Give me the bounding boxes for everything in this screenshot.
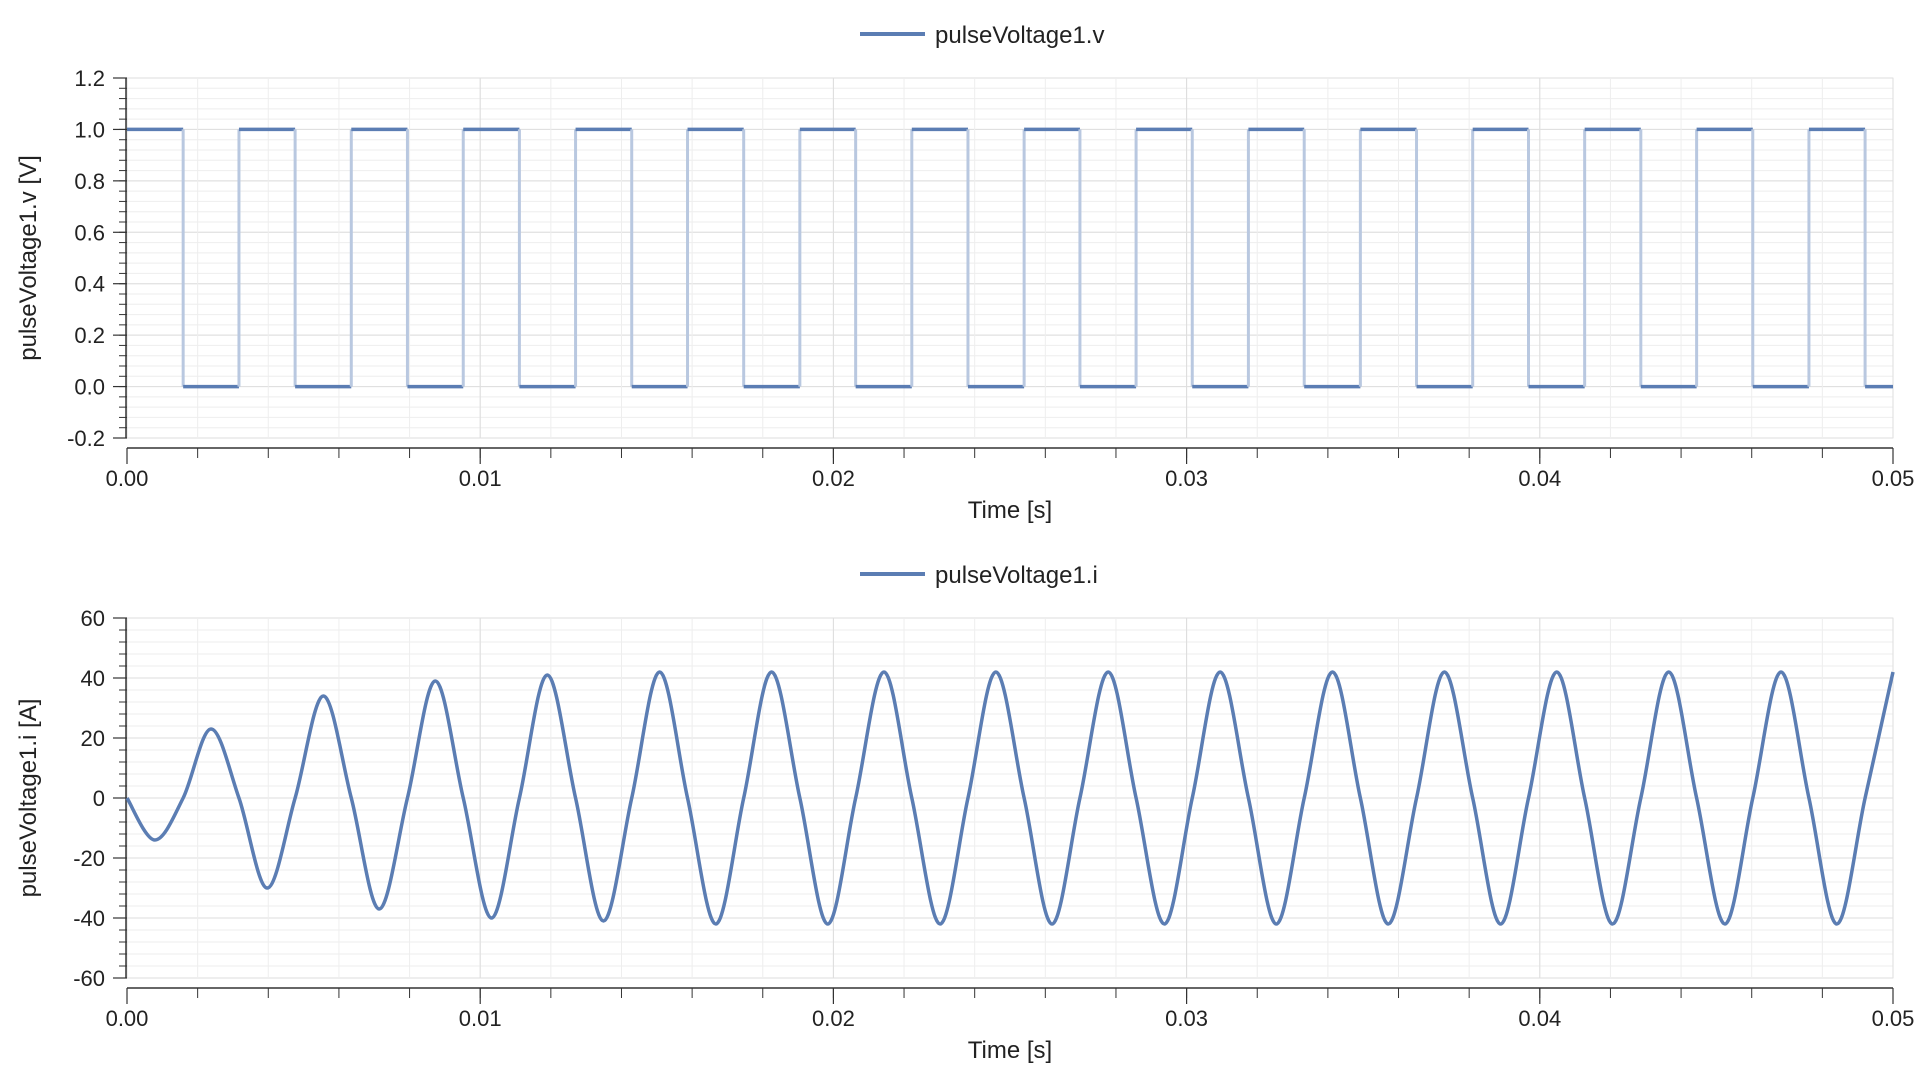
- current-legend: pulseVoltage1.i: [860, 562, 1098, 589]
- current-y-axis-title: pulseVoltage1.i [A]: [15, 699, 42, 898]
- current-x-axis-title: Time [s]: [968, 1037, 1052, 1064]
- current-y-tick-label: -20: [73, 846, 105, 871]
- voltage-y-tick-label: 0.0: [74, 375, 105, 400]
- voltage-y-tick-label: 0.4: [74, 272, 105, 297]
- voltage-x-tick-label: 0.05: [1872, 466, 1915, 491]
- voltage-series-group: [127, 127, 1893, 389]
- voltage-y-tick-label: 0.8: [74, 169, 105, 194]
- current-x-tick-label: 0.03: [1165, 1006, 1208, 1031]
- current-x-tick-label: 0.04: [1518, 1006, 1561, 1031]
- voltage-y-tick-label: 0.6: [74, 220, 105, 245]
- current-series-group: [125, 670, 1895, 926]
- current-y-tick-label: 40: [81, 666, 105, 691]
- voltage-chart-panel: 1.2 1.0 0.8 0.6 0.4 0.2 0.0 -0.20.00 0.01 0.02 0.0…: [15, 22, 1914, 524]
- voltage-y-tick-label: 1.2: [74, 66, 105, 91]
- voltage-x-tick-label: 0.02: [812, 466, 855, 491]
- current-x-tick-label: 0.01: [459, 1006, 502, 1031]
- current-y-tick-label: 20: [81, 726, 105, 751]
- voltage-x-tick-label: 0.01: [459, 466, 502, 491]
- voltage-axes: 1.2 1.0 0.8 0.6 0.4 0.2 0.0 -0.20.00 0.01 0.02 0.0…: [67, 66, 1914, 491]
- current-legend-label: pulseVoltage1.i: [935, 562, 1098, 589]
- voltage-y-tick-label: -0.2: [67, 426, 105, 451]
- current-x-tick-label: 0.05: [1872, 1006, 1915, 1031]
- voltage-legend: pulseVoltage1.v: [860, 22, 1104, 49]
- voltage-x-tick-label: 0.03: [1165, 466, 1208, 491]
- voltage-y-tick-label: 1.0: [74, 117, 105, 142]
- current-chart-panel: 60 40 20 0 -20 -40 -600.00 0.01 0.02 0.03 0.04 0.05…: [15, 562, 1914, 1064]
- voltage-x-axis-title: Time [s]: [968, 497, 1052, 524]
- voltage-y-tick-label: 0.2: [74, 323, 105, 348]
- current-y-tick-label: 60: [81, 606, 105, 631]
- voltage-y-axis-title: pulseVoltage1.v [V]: [15, 155, 42, 360]
- current-axes: 60 40 20 0 -20 -40 -600.00 0.01 0.02 0.03 0.04 0.05: [73, 606, 1914, 1031]
- voltage-x-tick-label: 0.00: [106, 466, 149, 491]
- current-y-tick-label: -60: [73, 966, 105, 991]
- voltage-grid: [126, 77, 1894, 439]
- voltage-plot-area: [126, 77, 1894, 439]
- current-x-tick-label: 0.02: [812, 1006, 855, 1031]
- current-x-tick-label: 0.00: [106, 1006, 149, 1031]
- current-series-line: [125, 670, 1895, 926]
- voltage-legend-label: pulseVoltage1.v: [935, 22, 1104, 49]
- current-y-tick-label: -40: [73, 906, 105, 931]
- current-grid: [126, 617, 1894, 979]
- voltage-x-tick-label: 0.04: [1518, 466, 1561, 491]
- current-y-tick-label: 0: [93, 786, 105, 811]
